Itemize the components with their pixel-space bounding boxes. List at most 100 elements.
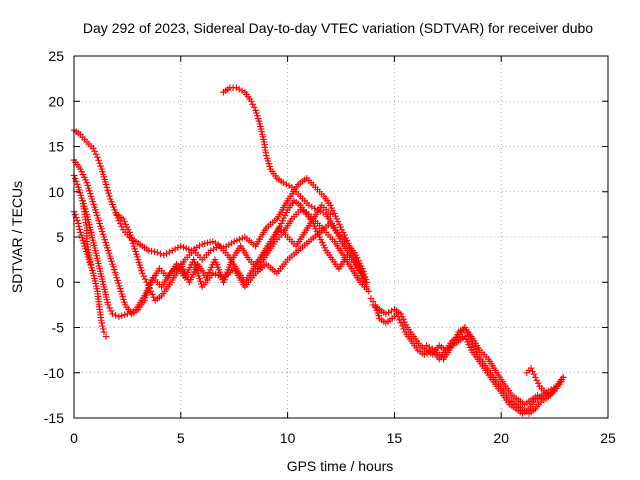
y-axis-label: SDTVAR / TECUs xyxy=(9,181,25,293)
data-point xyxy=(141,275,149,283)
data-point xyxy=(71,211,79,218)
data-point xyxy=(104,187,112,194)
data-point xyxy=(121,311,128,319)
data-point xyxy=(428,345,436,352)
data-point xyxy=(95,157,102,164)
data-point xyxy=(118,312,126,320)
data-point xyxy=(363,283,370,291)
data-point xyxy=(148,247,155,255)
data-point xyxy=(98,319,106,327)
data-point xyxy=(319,209,327,217)
data-point xyxy=(398,322,406,330)
data-point xyxy=(210,245,217,253)
data-point xyxy=(317,208,324,215)
x-tick-label: 0 xyxy=(70,430,78,446)
data-point xyxy=(151,248,158,256)
data-point xyxy=(145,247,153,254)
series-track-7 xyxy=(220,84,370,291)
data-point xyxy=(126,309,134,316)
data-point xyxy=(421,351,428,358)
data-point xyxy=(149,291,156,298)
data-point xyxy=(249,100,257,108)
data-point xyxy=(207,247,215,254)
data-point xyxy=(109,310,116,318)
data-point xyxy=(73,180,81,188)
data-point xyxy=(308,203,316,211)
data-point xyxy=(150,294,158,301)
data-point xyxy=(314,206,321,214)
data-point xyxy=(103,184,111,191)
data-point xyxy=(116,220,124,228)
data-point xyxy=(534,380,542,387)
data-point xyxy=(213,244,220,251)
series-track-12 xyxy=(523,364,552,399)
data-point xyxy=(73,217,81,224)
data-point xyxy=(115,313,123,320)
data-point xyxy=(96,159,103,167)
data-point xyxy=(102,181,110,188)
data-point xyxy=(382,310,390,318)
y-tick-label: -10 xyxy=(44,365,64,381)
x-tick-label: 10 xyxy=(280,430,296,446)
data-point xyxy=(89,145,97,152)
data-point xyxy=(529,367,536,375)
data-point xyxy=(397,319,405,327)
data-point xyxy=(87,257,94,265)
data-point xyxy=(527,364,535,372)
data-point xyxy=(233,84,240,91)
data-point xyxy=(91,148,98,155)
data-point xyxy=(86,254,93,262)
series-track-11 xyxy=(423,324,567,408)
data-point xyxy=(76,226,83,233)
y-tick-label: 0 xyxy=(56,274,64,290)
data-point xyxy=(425,343,433,351)
data-point xyxy=(559,373,567,381)
data-point xyxy=(533,376,541,384)
data-point xyxy=(102,333,110,340)
data-point xyxy=(143,278,150,286)
data-point xyxy=(247,97,255,105)
data-point xyxy=(532,373,539,381)
data-point xyxy=(361,274,368,282)
data-point xyxy=(146,284,153,292)
data-point xyxy=(107,307,115,315)
series-track-1 xyxy=(70,126,370,286)
data-point xyxy=(235,85,243,93)
data-point xyxy=(157,250,164,258)
data-point xyxy=(305,202,313,209)
y-tick-label: -5 xyxy=(52,320,65,336)
y-tick-label: 25 xyxy=(48,48,64,64)
data-points xyxy=(70,84,567,417)
data-point xyxy=(74,220,82,227)
data-point xyxy=(544,392,552,399)
data-point xyxy=(154,249,161,256)
data-point xyxy=(282,180,290,188)
data-point xyxy=(71,175,79,182)
y-tick-label: 5 xyxy=(56,229,64,245)
series-track-8 xyxy=(252,197,368,282)
data-point xyxy=(85,251,93,259)
data-point xyxy=(99,325,107,333)
data-point xyxy=(99,322,106,330)
x-tick-label: 20 xyxy=(493,430,509,446)
data-point xyxy=(160,251,168,259)
data-point xyxy=(166,248,173,256)
x-tick-label: 5 xyxy=(177,430,185,446)
x-axis-label: GPS time / hours xyxy=(287,458,394,474)
data-point xyxy=(87,260,95,268)
data-point xyxy=(238,87,246,94)
data-point xyxy=(104,301,112,309)
data-point xyxy=(112,311,119,319)
data-point xyxy=(311,205,318,212)
data-point xyxy=(250,103,258,111)
chart-title: Day 292 of 2023, Sidereal Day-to-day VTE… xyxy=(83,20,593,36)
data-point xyxy=(174,244,182,251)
data-point xyxy=(163,250,170,257)
data-point xyxy=(365,288,373,295)
data-point xyxy=(106,192,113,200)
data-point xyxy=(100,328,108,336)
data-point xyxy=(124,310,131,318)
y-tick-label: 20 xyxy=(48,93,64,109)
data-point xyxy=(144,281,152,289)
series-track-5 xyxy=(79,197,95,268)
